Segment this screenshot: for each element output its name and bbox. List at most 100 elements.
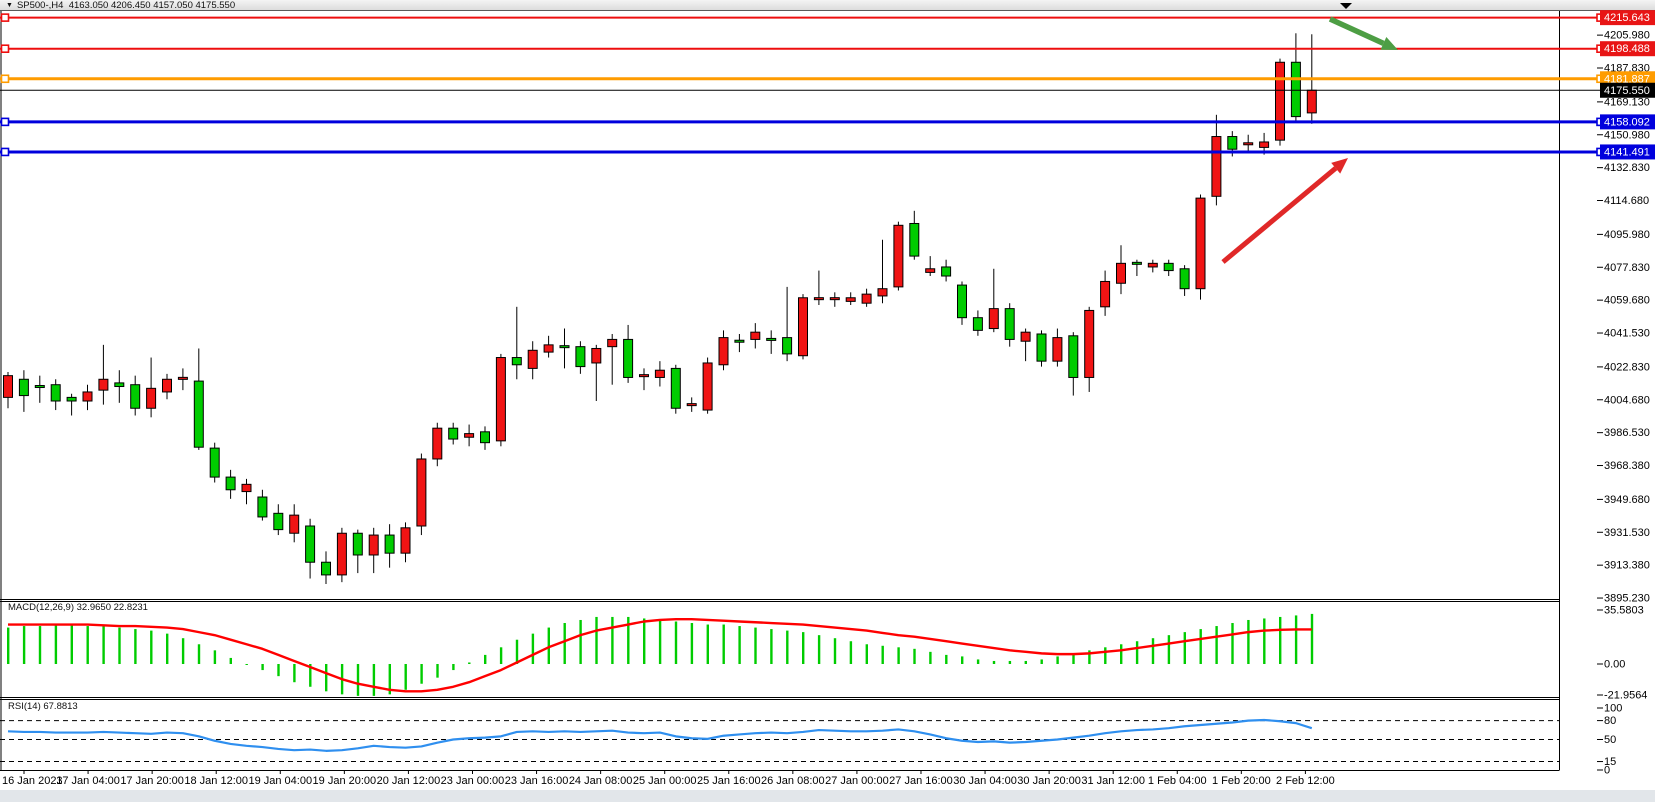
candle-bull: [607, 333, 618, 385]
candle-bear: [448, 422, 459, 445]
time-tick-label: 26 Jan 08:00: [761, 775, 825, 787]
price-badge-4215.643: 4215.643: [1600, 10, 1655, 26]
candle-bear: [305, 518, 316, 579]
horizontal-price-line-4158.092[interactable]: [0, 117, 1605, 127]
candle-bull: [702, 357, 713, 414]
candle-bull: [798, 294, 808, 360]
time-tick-label: 30 Jan 20:00: [1017, 775, 1081, 787]
price-tick-label: 4059.680: [1604, 295, 1650, 307]
horizontal-price-line-4198.488[interactable]: [0, 44, 1605, 54]
horizontal-price-line-4181.887[interactable]: [0, 74, 1605, 84]
svg-text:4158.092: 4158.092: [1604, 116, 1650, 128]
candle-bear: [66, 393, 77, 416]
candle-bull: [1211, 114, 1222, 206]
candle-bull: [654, 361, 665, 387]
price-badge-4175.550: 4175.550: [1600, 82, 1655, 98]
candle-bear: [34, 375, 45, 403]
candle-bear: [1163, 259, 1174, 277]
red-up-arrow-annotation[interactable]: [1221, 158, 1348, 264]
candle-bull: [1243, 134, 1254, 153]
candle-bear: [909, 210, 920, 260]
candle-bull: [877, 239, 888, 304]
candle-bear: [1068, 332, 1079, 396]
candle-bear: [972, 310, 983, 336]
candle-bull: [432, 422, 443, 467]
candle-bull: [1084, 306, 1095, 392]
candle-bear: [384, 524, 395, 568]
macd-scale-label: -21.9564: [1604, 690, 1647, 702]
time-tick-label: 20 Jan 12:00: [377, 775, 441, 787]
rsi-scale-label: 50: [1604, 734, 1616, 746]
price-tick-label: 4205.980: [1604, 30, 1650, 42]
svg-text:4141.491: 4141.491: [1604, 146, 1650, 158]
time-tick-label: 1 Feb 04:00: [1148, 775, 1207, 787]
candle-bear: [209, 442, 220, 483]
candle-bull: [98, 344, 109, 405]
candle-bull: [988, 268, 999, 333]
time-tick-label: 27 Jan 00:00: [825, 775, 889, 787]
horizontal-price-line-4215.643[interactable]: [0, 13, 1605, 22]
candle-bull: [845, 292, 856, 305]
candle-bull: [146, 357, 157, 418]
candle-bear: [623, 324, 634, 383]
candle-bull: [82, 384, 93, 411]
price-tick-label: 4114.680: [1604, 195, 1649, 207]
svg-text:4181.887: 4181.887: [1604, 73, 1650, 85]
candle-bear: [480, 426, 490, 450]
svg-text:4215.643: 4215.643: [1604, 12, 1650, 24]
candle-bear: [734, 333, 745, 353]
chart-top-strip: [0, 0, 1655, 11]
time-tick-label: 2 Feb 12:00: [1276, 775, 1335, 787]
candle-bull: [893, 221, 904, 291]
candle-bear: [957, 281, 967, 325]
candle-bear: [321, 551, 331, 584]
candle-bull: [591, 344, 602, 402]
green-down-arrow-annotation[interactable]: [1328, 16, 1398, 50]
time-tick-label: 31 Jan 12:00: [1081, 775, 1145, 787]
candle-bull: [241, 478, 252, 505]
candle-bull: [1100, 270, 1111, 316]
price-tick-label: 4169.130: [1604, 96, 1650, 108]
candle-bear: [766, 330, 777, 354]
candle-bull: [750, 323, 761, 349]
candle-bull: [686, 397, 697, 412]
candle-bull: [464, 424, 475, 447]
candle-bear: [130, 375, 141, 416]
candle-bull: [1020, 328, 1031, 362]
macd-signal-line: [8, 618, 1312, 693]
candle-bull: [162, 373, 172, 400]
price-tick-label: 3931.530: [1604, 527, 1650, 539]
time-tick-label: 25 Jan 00:00: [633, 775, 697, 787]
svg-text:4175.550: 4175.550: [1604, 85, 1650, 97]
candle-bull: [543, 335, 554, 358]
price-badge-4158.092: 4158.092: [1600, 114, 1655, 130]
candle-bear: [50, 379, 61, 411]
chart-shift-marker[interactable]: [1340, 3, 1352, 9]
candle-bear: [1131, 259, 1142, 277]
candle-bear: [18, 370, 29, 412]
price-tick-label: 3949.680: [1604, 494, 1650, 506]
rsi-scale-label: 100: [1604, 703, 1622, 715]
candle-bull: [639, 368, 649, 391]
candle-bear: [225, 469, 236, 499]
candle-bear: [273, 504, 284, 536]
macd-indicator-label: MACD(12,26,9) 32.9650 22.8231: [8, 602, 148, 613]
macd-histogram: [7, 613, 1314, 696]
candle-bull: [368, 527, 379, 574]
candle-bull: [1147, 259, 1158, 273]
time-tick-label: 30 Jan 04:00: [953, 775, 1017, 787]
macd-scale-label: 0.00: [1604, 659, 1625, 671]
price-tick-label: 3986.530: [1604, 427, 1650, 439]
symbol-dropdown-icon[interactable]: ▼: [6, 2, 13, 9]
time-tick-label: 24 Jan 08:00: [569, 775, 633, 787]
candle-bull: [829, 292, 840, 307]
horizontal-price-line-4141.491[interactable]: [0, 147, 1605, 157]
candle-bear: [575, 341, 586, 374]
svg-text:4198.488: 4198.488: [1604, 43, 1650, 55]
candle-bear: [352, 529, 363, 574]
macd-scale-label: 35.5803: [1604, 605, 1644, 617]
price-tick-label: 4132.830: [1604, 162, 1650, 174]
candle-bull: [925, 256, 936, 277]
